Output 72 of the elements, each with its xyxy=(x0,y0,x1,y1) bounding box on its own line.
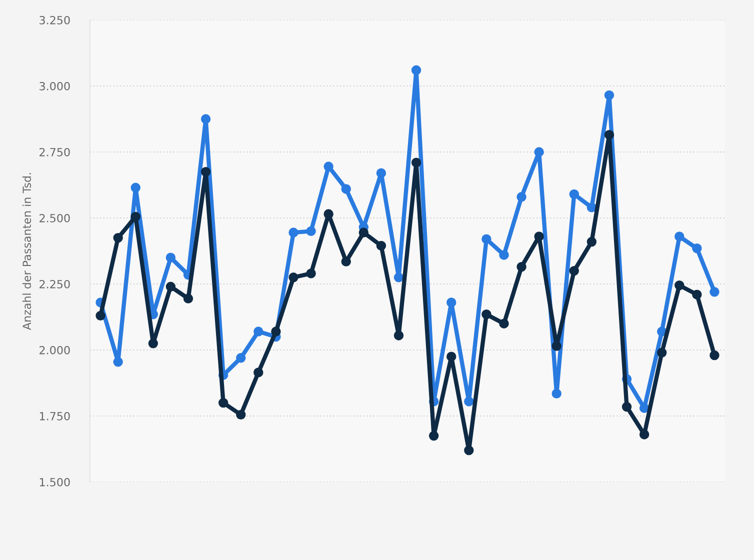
y-tick-label: 2.250 xyxy=(40,280,70,288)
point xyxy=(394,330,404,340)
point xyxy=(569,266,580,276)
point xyxy=(622,402,632,412)
point xyxy=(358,228,369,238)
point xyxy=(586,202,597,212)
y-tick-label: 1.500 xyxy=(40,478,70,486)
point xyxy=(604,90,614,100)
point xyxy=(288,272,298,282)
point xyxy=(516,192,526,202)
y-tick-label: 2.000 xyxy=(40,346,70,354)
point xyxy=(130,182,140,192)
point xyxy=(394,272,404,282)
point xyxy=(166,282,176,292)
point xyxy=(130,212,140,222)
point xyxy=(324,209,334,219)
y-tick-label: 3.250 xyxy=(40,16,70,24)
point xyxy=(552,341,562,351)
y-tick-label: 1.750 xyxy=(40,412,70,420)
y-axis-title: Anzahl der Passanten in Tsd. xyxy=(22,173,32,330)
point xyxy=(534,147,544,157)
point xyxy=(411,65,422,76)
point xyxy=(482,234,492,244)
point xyxy=(499,250,509,260)
point xyxy=(236,410,246,420)
point xyxy=(254,326,264,336)
point xyxy=(183,294,194,304)
point xyxy=(306,268,316,278)
point xyxy=(639,430,650,440)
point xyxy=(113,357,123,367)
point xyxy=(674,232,684,242)
y-tick-label: 2.750 xyxy=(40,148,70,156)
point xyxy=(446,352,456,362)
point xyxy=(236,353,246,363)
point xyxy=(148,338,158,348)
point xyxy=(218,398,228,408)
point xyxy=(464,445,474,456)
point xyxy=(200,166,211,177)
point xyxy=(341,256,351,266)
point xyxy=(656,348,667,358)
point xyxy=(604,130,614,140)
point xyxy=(499,318,509,328)
y-tick-label: 2.500 xyxy=(40,214,70,222)
point xyxy=(710,350,720,360)
point xyxy=(324,162,334,172)
point xyxy=(341,184,351,194)
point xyxy=(692,290,702,300)
point xyxy=(516,262,526,272)
point xyxy=(271,326,281,336)
point xyxy=(113,232,123,243)
point xyxy=(288,228,298,238)
point xyxy=(376,240,386,251)
point xyxy=(254,368,264,378)
point xyxy=(482,310,492,320)
point xyxy=(674,280,684,290)
point xyxy=(710,287,720,297)
point xyxy=(166,252,176,262)
point xyxy=(552,388,562,398)
point xyxy=(464,396,474,406)
point xyxy=(428,430,439,441)
point xyxy=(411,158,422,168)
point xyxy=(446,298,456,308)
point xyxy=(306,226,316,236)
point xyxy=(569,189,580,200)
y-tick-label: 3.000 xyxy=(40,82,70,90)
point xyxy=(692,244,702,254)
point xyxy=(376,168,386,178)
point xyxy=(96,310,106,321)
point xyxy=(200,114,211,124)
point xyxy=(534,232,544,242)
point xyxy=(586,236,597,247)
point xyxy=(639,403,650,413)
